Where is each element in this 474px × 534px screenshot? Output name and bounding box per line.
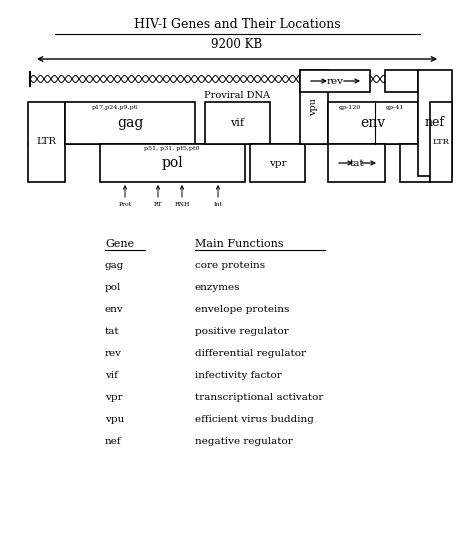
Text: nef: nef xyxy=(105,437,122,446)
Bar xyxy=(400,144,430,182)
Text: rev: rev xyxy=(327,76,344,85)
Text: envelope proteins: envelope proteins xyxy=(195,305,289,314)
Text: core proteins: core proteins xyxy=(195,261,265,270)
Text: env: env xyxy=(105,305,124,314)
Text: HIV-I Genes and Their Locations: HIV-I Genes and Their Locations xyxy=(134,18,340,30)
Text: tat: tat xyxy=(105,327,119,336)
Text: positive regulator: positive regulator xyxy=(195,327,289,336)
Text: gag: gag xyxy=(105,261,124,270)
Text: rev: rev xyxy=(105,349,122,358)
Text: gag: gag xyxy=(117,116,143,130)
Text: Proviral DNA: Proviral DNA xyxy=(204,91,270,100)
Text: Gene: Gene xyxy=(105,239,134,249)
Text: LTR: LTR xyxy=(433,138,449,146)
Text: efficient virus budding: efficient virus budding xyxy=(195,415,314,424)
Text: vif: vif xyxy=(105,371,118,380)
Bar xyxy=(328,144,385,182)
Text: pol: pol xyxy=(162,156,183,170)
Bar xyxy=(300,70,328,144)
Text: RT: RT xyxy=(154,202,162,207)
Text: gp-41: gp-41 xyxy=(386,105,404,110)
Bar xyxy=(300,70,370,92)
Text: LTR: LTR xyxy=(36,137,56,146)
Text: vpu: vpu xyxy=(105,415,124,424)
Text: differential regulator: differential regulator xyxy=(195,349,306,358)
Text: Int: Int xyxy=(213,202,222,207)
Text: infectivity factor: infectivity factor xyxy=(195,371,282,380)
Bar xyxy=(418,70,452,176)
Text: pol: pol xyxy=(105,283,121,292)
Text: p51, p31, pt5,pt0: p51, p31, pt5,pt0 xyxy=(144,146,200,151)
Text: env: env xyxy=(360,116,385,130)
Bar xyxy=(100,144,245,182)
Text: nef: nef xyxy=(425,116,445,130)
Text: vpu: vpu xyxy=(310,98,319,116)
Bar xyxy=(28,102,65,182)
Text: 9200 KB: 9200 KB xyxy=(211,38,263,51)
Bar xyxy=(385,70,418,92)
Text: tat: tat xyxy=(350,159,365,168)
Text: transcriptional activator: transcriptional activator xyxy=(195,393,323,402)
Text: gp-120: gp-120 xyxy=(339,105,361,110)
Text: p17,p24,p9,p6: p17,p24,p9,p6 xyxy=(92,105,138,110)
Text: Prot: Prot xyxy=(118,202,132,207)
Bar xyxy=(205,102,270,144)
Bar xyxy=(65,102,195,144)
Text: vif: vif xyxy=(230,118,245,128)
Bar xyxy=(250,144,305,182)
Text: vpr: vpr xyxy=(105,393,123,402)
Bar xyxy=(430,102,452,182)
Text: vpr: vpr xyxy=(269,159,286,168)
Text: negative regulator: negative regulator xyxy=(195,437,293,446)
Bar xyxy=(328,102,418,144)
Text: enzymes: enzymes xyxy=(195,283,240,292)
Text: RNH: RNH xyxy=(174,202,190,207)
Text: Main Functions: Main Functions xyxy=(195,239,283,249)
